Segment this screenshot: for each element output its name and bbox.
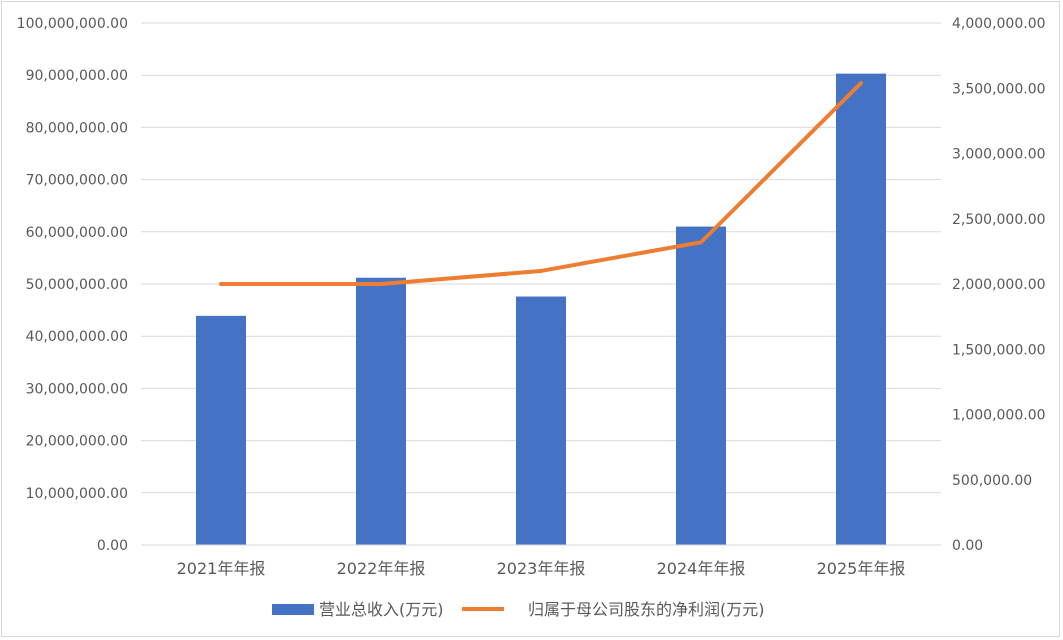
y-left-tick-label: 0.00 xyxy=(97,538,128,554)
x-tick-label: 2025年年报 xyxy=(817,559,906,578)
y-left-tick-label: 70,000,000.00 xyxy=(26,173,128,189)
y-right-tick-label: 4,000,000.00 xyxy=(952,16,1046,32)
y-right-tick-label: 1,000,000.00 xyxy=(952,408,1046,424)
y-left-tick-label: 20,000,000.00 xyxy=(26,434,128,450)
x-tick-label: 2023年年报 xyxy=(497,559,586,578)
y-left-tick-label: 10,000,000.00 xyxy=(26,486,128,502)
legend-label: 归属于母公司股东的净利润(万元) xyxy=(528,600,765,619)
y-right-tick-label: 1,500,000.00 xyxy=(952,342,1046,358)
y-left-tick-label: 90,000,000.00 xyxy=(26,68,128,84)
line-point xyxy=(540,270,542,272)
bar xyxy=(676,226,726,545)
y-right-tick-label: 3,000,000.00 xyxy=(952,147,1046,163)
y-left-tick-label: 40,000,000.00 xyxy=(26,329,128,345)
y-left-tick-label: 60,000,000.00 xyxy=(26,225,128,241)
y-left-tick-label: 100,000,000.00 xyxy=(17,16,128,32)
line-point xyxy=(380,283,382,285)
line-point xyxy=(700,241,702,243)
line-point xyxy=(220,283,222,285)
legend-label: 营业总收入(万元) xyxy=(319,600,444,619)
y-left-tick-label: 30,000,000.00 xyxy=(26,381,128,397)
y-right-tick-label: 0.00 xyxy=(952,538,983,554)
bar xyxy=(196,315,246,545)
y-left-tick-label: 80,000,000.00 xyxy=(26,120,128,136)
x-tick-label: 2024年年报 xyxy=(657,559,746,578)
bar xyxy=(516,296,566,545)
y-right-tick-label: 2,000,000.00 xyxy=(952,277,1046,293)
y-right-tick-label: 3,500,000.00 xyxy=(952,81,1046,97)
x-tick-label: 2021年年报 xyxy=(177,559,266,578)
x-tick-label: 2022年年报 xyxy=(337,559,426,578)
y-right-tick-label: 2,500,000.00 xyxy=(952,212,1046,228)
line-series xyxy=(219,81,863,286)
bar xyxy=(356,277,406,545)
y-left-tick-label: 50,000,000.00 xyxy=(26,277,128,293)
bar xyxy=(836,73,886,545)
line-point xyxy=(860,82,862,84)
y-right-tick-label: 500,000.00 xyxy=(952,473,1032,489)
legend-swatch-bar xyxy=(272,604,314,615)
